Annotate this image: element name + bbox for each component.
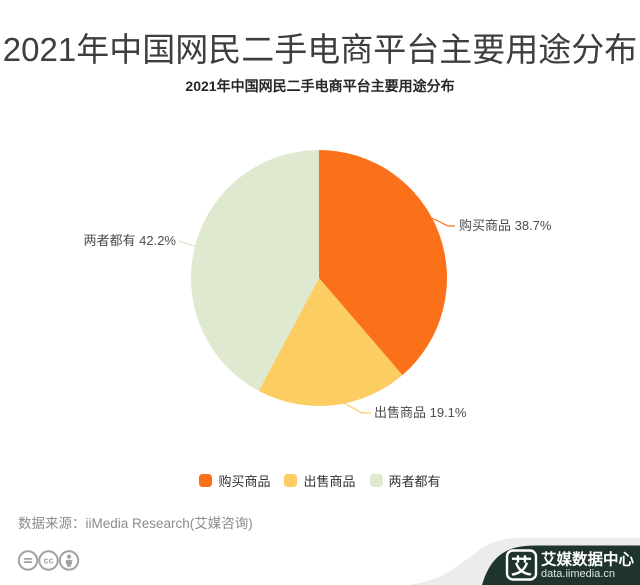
- legend-item-3: 两者都有: [369, 471, 441, 490]
- cc-by-icon: [58, 550, 80, 571]
- iimedia-logo-icon: 艾: [505, 549, 538, 581]
- pie-slice-3: [191, 150, 319, 391]
- label-leader-line: [178, 240, 199, 248]
- legend-marker: [199, 474, 213, 487]
- label-leader-line: [431, 217, 455, 227]
- svg-text:cc: cc: [43, 556, 53, 566]
- label-leader-line: [343, 402, 371, 414]
- brand-name: 艾媒数据中心: [541, 550, 635, 569]
- slice-label: 出售商品 19.1%: [374, 405, 467, 420]
- legend-label: 出售商品: [303, 474, 356, 489]
- pie-slice-2: [258, 278, 403, 406]
- cc-license-icons: cc: [17, 550, 80, 571]
- chart-title: 2021年中国网民二手电商平台主要用途分布: [185, 78, 455, 94]
- slice-label: 两者都有 42.2%: [84, 233, 177, 248]
- brand-url: data.iimedia.cn: [541, 568, 615, 580]
- pie-chart: 购买商品 38.7% 出售商品 19.1% 两者都有 42.2%: [84, 150, 552, 420]
- legend-label: 两者都有: [388, 474, 441, 489]
- pie-slice-1: [319, 150, 447, 376]
- legend-item-2: 出售商品: [284, 471, 356, 490]
- legend-item-1: 购买商品: [199, 471, 270, 490]
- page-title: 2021年中国网民二手电商平台主要用途分布: [2, 31, 638, 68]
- brand-banner: 艾 艾媒数据中心 data.iimedia.cn: [408, 538, 640, 585]
- slice-label: 购买商品 38.7%: [459, 218, 552, 233]
- chart-legend: 购买商品 出售商品 两者都有: [0, 471, 640, 490]
- data-source: 数据来源：iiMedia Research(艾媒咨询): [18, 516, 253, 531]
- cc-nd-icon: [17, 550, 39, 571]
- legend-marker: [284, 474, 298, 487]
- legend-label: 购买商品: [218, 474, 271, 489]
- legend-marker: [369, 474, 383, 487]
- banner-background: [482, 545, 640, 585]
- brand-logo-glyph: 艾: [511, 555, 532, 579]
- cc-icon: cc: [38, 550, 59, 571]
